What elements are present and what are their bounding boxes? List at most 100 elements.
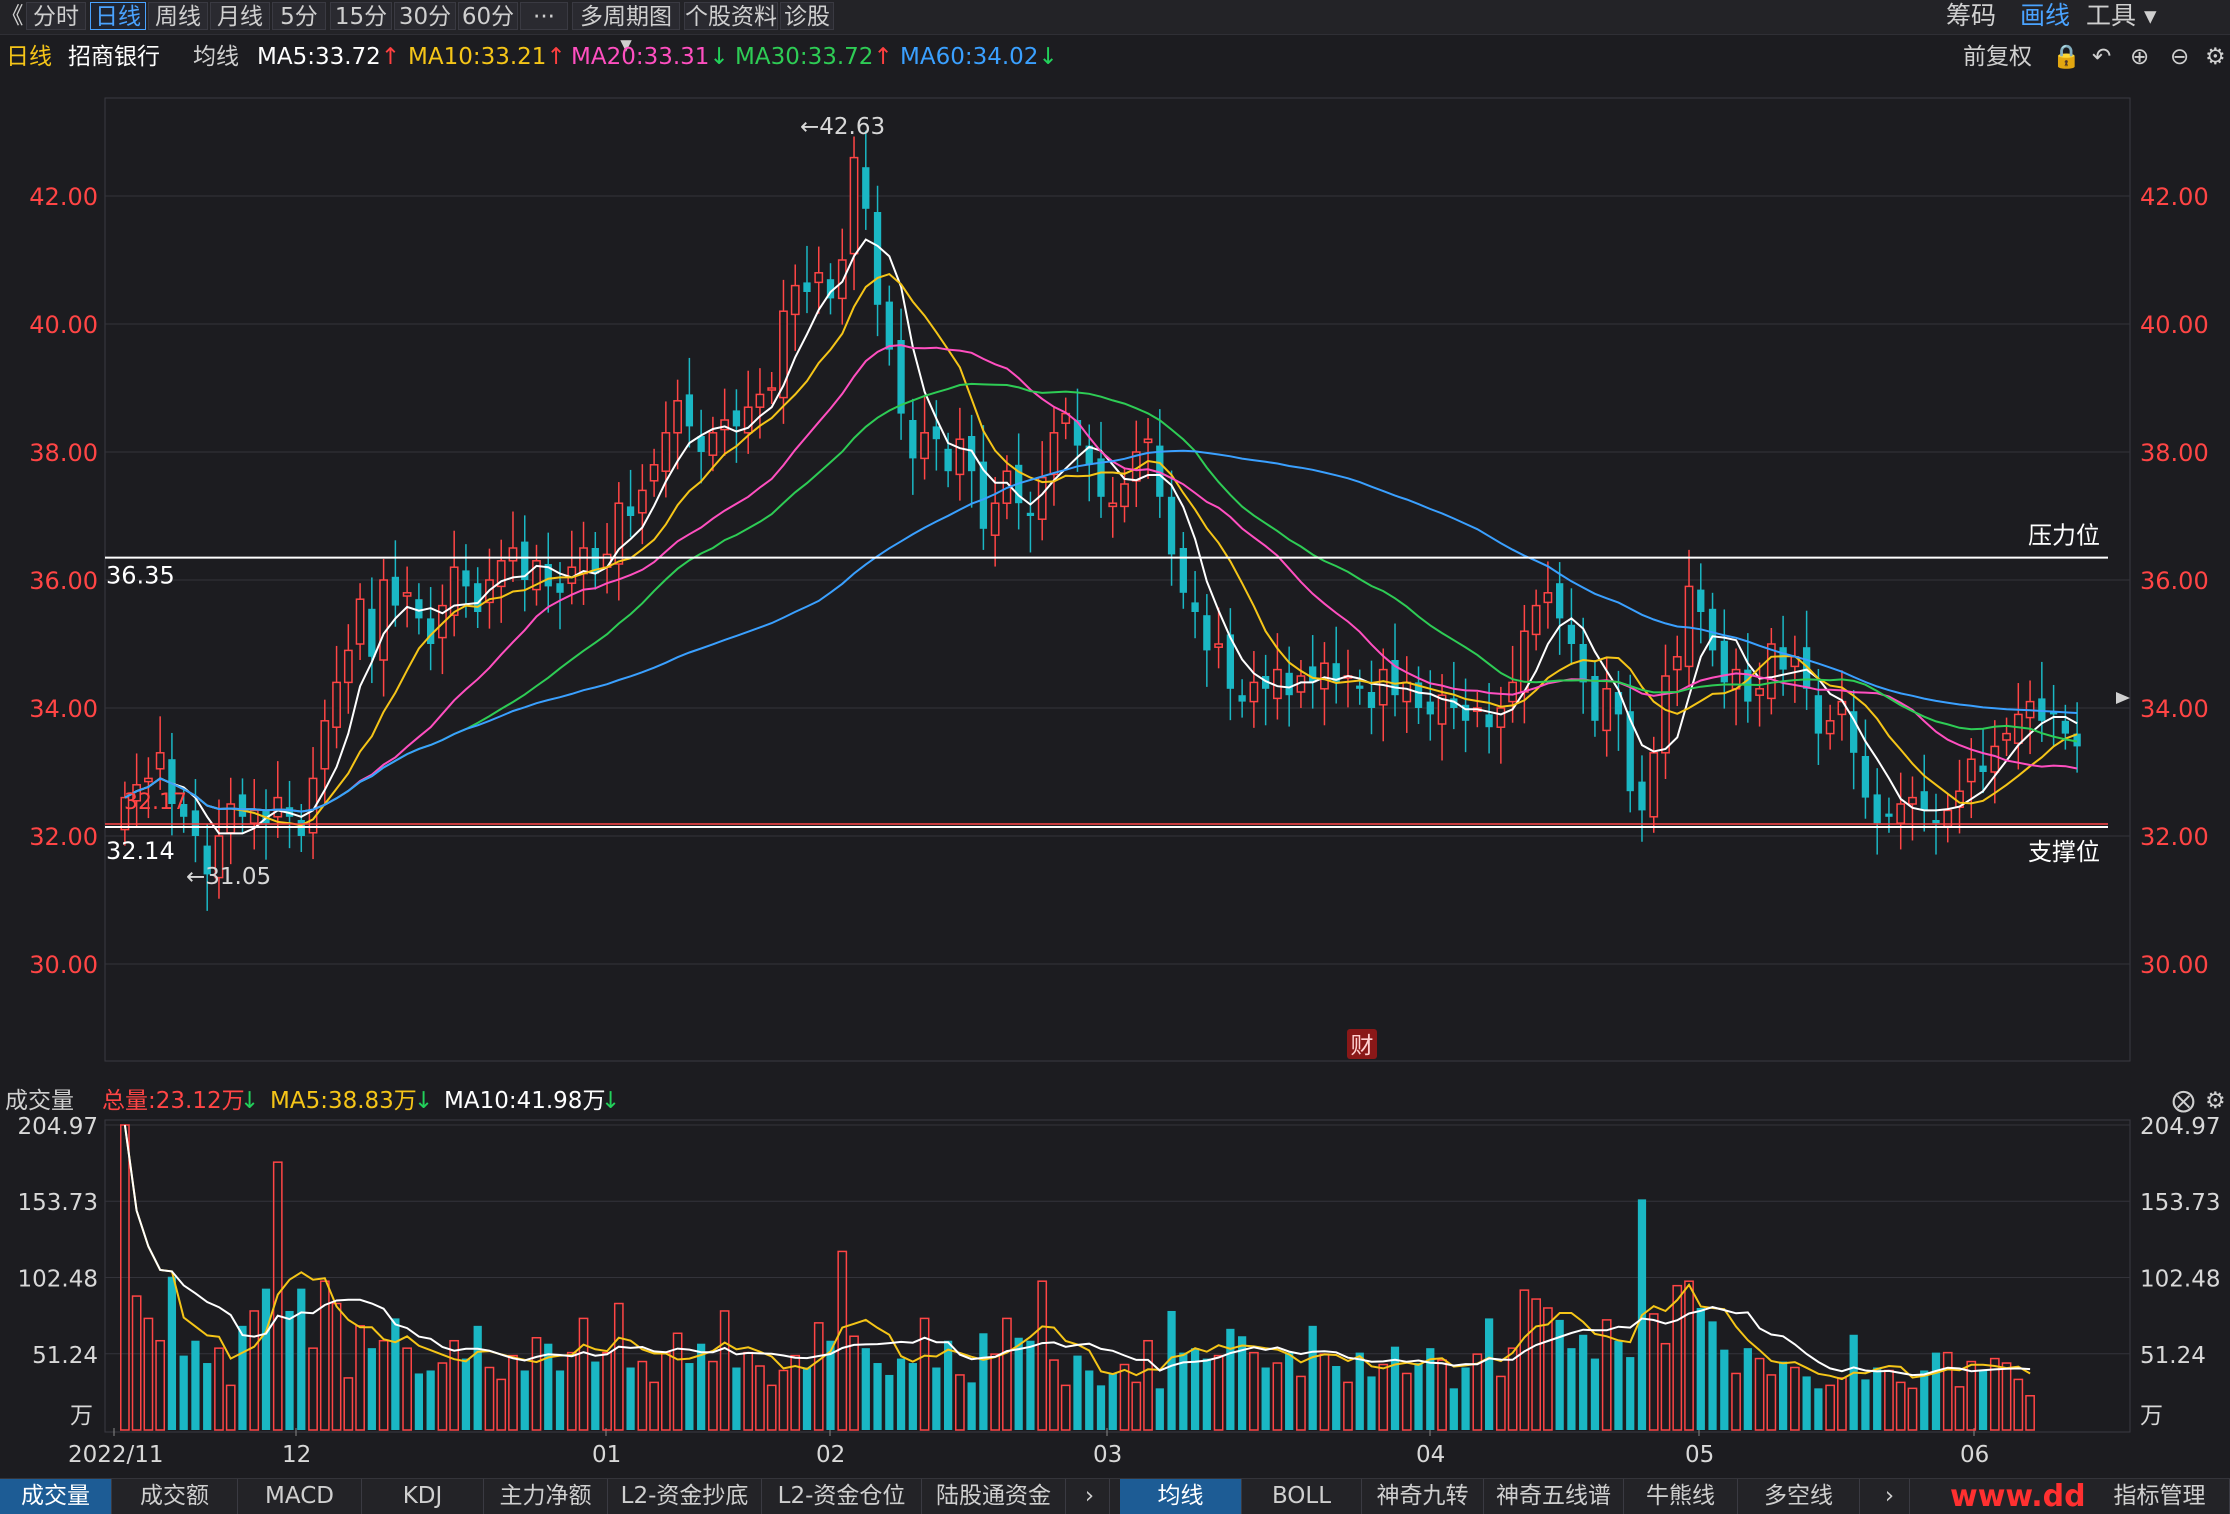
indicator-settings-icon[interactable]: ⚙	[2205, 1088, 2226, 1114]
sub-indicator-tab-4[interactable]: 主力净额	[484, 1479, 608, 1514]
candle-body-up	[661, 432, 671, 472]
period-tab-10[interactable]: 个股资料	[684, 2, 778, 30]
period-tab-3[interactable]: 月线	[210, 2, 270, 30]
watermark: www.dd	[1950, 1479, 2086, 1514]
candle-body-down	[1697, 589, 1705, 612]
indicator-manage-button[interactable]: 指标管理	[2090, 1479, 2230, 1514]
period-tab-1[interactable]: 日线	[90, 2, 146, 30]
volume-bar-up	[778, 1369, 789, 1431]
settings-icon[interactable]: ⚙	[2205, 44, 2226, 70]
period-tab-7[interactable]: 60分	[458, 2, 518, 30]
sub-indicator-tab-1[interactable]: 成交额	[112, 1479, 238, 1514]
zoom-out-icon[interactable]: ⊖	[2170, 44, 2190, 70]
candle-body-up	[1766, 643, 1776, 700]
toolbar-right-0[interactable]: 筹码	[1946, 1, 1997, 30]
main-indicator-tab-4[interactable]: 牛熊线	[1624, 1479, 1738, 1514]
volume-bar-up	[272, 1161, 283, 1431]
candle-body-down	[168, 759, 176, 804]
candle-body-up	[1672, 656, 1682, 671]
candle-body-down	[1073, 420, 1082, 446]
close-indicator-icon[interactable]: ⨂	[2172, 1088, 2195, 1114]
candle-body-down	[521, 541, 529, 580]
sub-indicator-tab-5[interactable]: L2-资金抄底	[608, 1479, 762, 1514]
tabs-scroll-right-icon[interactable]: ›	[1070, 1479, 1110, 1514]
volume-bar-up	[1495, 1375, 1506, 1431]
candle-body-down	[2061, 720, 2070, 734]
volume-bar-up	[708, 1360, 718, 1431]
volume-bar-down	[1614, 1340, 1623, 1430]
volume-ma5-line	[123, 1124, 2031, 1381]
back-icon[interactable]: 《	[0, 3, 24, 29]
candle-body-up	[1602, 688, 1612, 732]
candle-body-up	[1120, 483, 1129, 508]
candle-body-down	[556, 583, 564, 593]
volume-bar-up	[1249, 1351, 1259, 1431]
toolbar-right-1[interactable]: 画线	[2020, 1, 2071, 30]
volume-bar-down	[1355, 1352, 1364, 1430]
volume-bar-up	[214, 1347, 224, 1431]
kline-chart[interactable]: 42.00 42.00 40.00 40.00 38.00 38.00 36.00 36.00…	[0, 0, 2230, 1478]
candle-body-down	[1026, 512, 1035, 516]
candle-body-up	[790, 284, 800, 316]
volume-bar-down	[285, 1310, 294, 1430]
period-tab-5[interactable]: 15分	[330, 2, 392, 30]
date-label: 02	[816, 1442, 845, 1468]
volume-bar-up	[484, 1366, 495, 1431]
stock-name[interactable]: 招商银行	[68, 44, 160, 70]
indicator-group-label[interactable]: 均线	[193, 44, 239, 70]
toolbar-right-2[interactable]: 工具 ▾	[2086, 1, 2157, 30]
main-indicator-tab-2[interactable]: 神奇九转	[1362, 1479, 1484, 1514]
volume-bar-up	[1060, 1384, 1071, 1431]
volume-bar-down	[1978, 1370, 1988, 1430]
volume-bar-up	[1895, 1381, 1906, 1431]
sub-indicator-tab-3[interactable]: KDJ	[362, 1479, 484, 1514]
period-tab-8[interactable]: ···	[520, 2, 568, 30]
zoom-in-icon[interactable]: ⊕	[2130, 44, 2150, 70]
date-label: 2022/11	[68, 1442, 164, 1468]
volume-bar-up	[120, 1124, 130, 1431]
candle-body-down	[862, 167, 870, 209]
period-tab-11[interactable]: 诊股	[780, 2, 834, 30]
candle-body-up	[1649, 752, 1659, 818]
volume-bar-up	[613, 1302, 624, 1431]
volume-bar-up	[402, 1347, 412, 1431]
candle-body-down	[368, 608, 376, 657]
volume-bar-down	[1073, 1355, 1082, 1430]
candle-body-down	[1567, 624, 1576, 644]
indicator-scroll-right-icon[interactable]: ›	[1870, 1479, 1910, 1514]
volume-tick-left: 51.24	[32, 1343, 98, 1369]
volume-ma10-arrow: ↓	[601, 1088, 621, 1114]
adjust-label[interactable]: 前复权	[1963, 44, 2032, 70]
period-tab-6[interactable]: 30分	[394, 2, 456, 30]
volume-bar-up	[508, 1354, 518, 1431]
candle-body-down	[1779, 647, 1787, 670]
support-value-label: 32.14	[106, 837, 175, 865]
volume-bar-down	[1426, 1348, 1435, 1430]
candle-body-down	[474, 583, 482, 612]
volume-bar-down	[885, 1374, 894, 1430]
volume-bar-down	[1590, 1358, 1600, 1430]
period-tab-0[interactable]: 分时	[26, 2, 86, 30]
volume-bar-down	[1155, 1388, 1164, 1430]
undo-icon[interactable]: ↶	[2092, 44, 2112, 70]
volume-bar-down	[1567, 1348, 1576, 1430]
period-tab-9[interactable]: 多周期图 ▾	[572, 2, 680, 58]
main-indicator-tab-3[interactable]: 神奇五线谱	[1484, 1479, 1624, 1514]
main-indicator-tab-0[interactable]: 均线	[1120, 1479, 1242, 1514]
candle-body-down	[1426, 701, 1434, 715]
period-tab-4[interactable]: 5分	[272, 2, 326, 30]
candle-body-down	[1450, 698, 1458, 708]
volume-bar-up	[649, 1381, 659, 1431]
main-indicator-tab-1[interactable]: BOLL	[1242, 1479, 1362, 1514]
date-label: 03	[1093, 1442, 1122, 1468]
candle-body-up	[532, 560, 541, 591]
sub-indicator-tab-7[interactable]: 陆股通资金	[922, 1479, 1066, 1514]
period-tab-2[interactable]: 周线	[148, 2, 208, 30]
sub-indicator-tab-2[interactable]: MACD	[238, 1479, 362, 1514]
sub-indicator-tab-0[interactable]: 成交量	[0, 1479, 112, 1514]
candle-body-down	[1556, 583, 1564, 619]
volume-bar-up	[308, 1347, 318, 1431]
lock-icon[interactable]: 🔒	[2052, 44, 2081, 70]
main-indicator-tab-5[interactable]: 多空线	[1738, 1479, 1860, 1514]
sub-indicator-tab-6[interactable]: L2-资金仓位	[762, 1479, 922, 1514]
